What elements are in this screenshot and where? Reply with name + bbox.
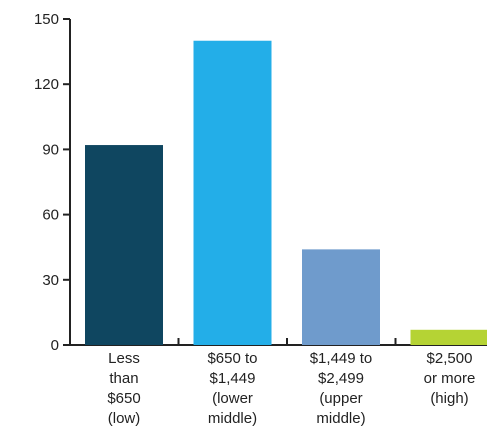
- x-category-label-line: $650 to: [207, 350, 257, 367]
- y-tick-label: 120: [34, 76, 59, 93]
- x-category-label-line: middle): [208, 410, 257, 427]
- bar: [85, 145, 163, 345]
- y-tick-label: 0: [51, 337, 59, 354]
- x-category-label: Less than $650 (low): [107, 350, 140, 427]
- bar: [193, 40, 272, 345]
- x-category-label-line: $650: [107, 390, 140, 407]
- y-tick-label: 150: [34, 11, 59, 28]
- x-category-label: $1,449 to $2,499 (upper middle): [310, 350, 373, 427]
- x-category-label: $2,500 or more (high): [424, 350, 476, 407]
- category-labels: Less than $650 (low) $650 to $1,449 (lower midd…: [107, 350, 475, 427]
- x-category-label-line: $2,499: [318, 370, 364, 387]
- x-category-label-line: (upper: [319, 390, 362, 407]
- x-category-label-line: (low): [108, 410, 141, 427]
- x-category-label-line: middle): [316, 410, 365, 427]
- x-category-label-line: $1,449: [210, 370, 256, 387]
- x-category-label-line: Less: [108, 350, 140, 367]
- x-category-label: $650 to $1,449 (lower middle): [207, 350, 257, 427]
- x-category-label-line: $2,500: [427, 350, 473, 367]
- x-category-label-line: $1,449 to: [310, 350, 373, 367]
- x-category-label-line: than: [109, 370, 138, 387]
- x-category-label-line: or more: [424, 370, 476, 387]
- bar: [410, 329, 487, 345]
- y-tick-label: 60: [42, 207, 59, 224]
- y-tick-label: 30: [42, 272, 59, 289]
- y-tick-label: 90: [42, 141, 59, 158]
- bar: [302, 249, 380, 345]
- x-category-label-line: (lower: [212, 390, 253, 407]
- y-axis: 0 30 60 90 120 150: [34, 11, 71, 354]
- x-category-label-line: (high): [430, 390, 468, 407]
- bars: [85, 40, 487, 345]
